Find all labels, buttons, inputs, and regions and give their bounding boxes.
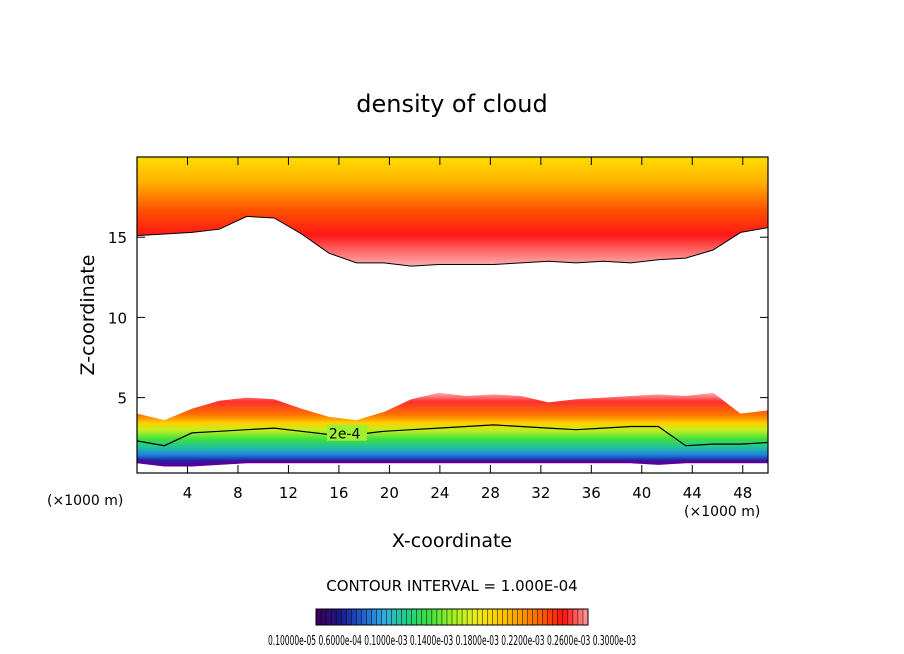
y-axis: 5 10 15 xyxy=(108,229,768,408)
colorbar-swatch xyxy=(321,609,327,625)
colorbar-swatch xyxy=(401,609,407,625)
colorbar-swatch xyxy=(351,609,357,625)
x-tick-label: 44 xyxy=(683,484,702,502)
colorbar-swatch xyxy=(557,609,564,625)
x-unit-right: (×1000 m) xyxy=(684,504,760,520)
y-tick-label: 15 xyxy=(108,229,127,247)
colorbar-swatch xyxy=(522,609,528,625)
colorbar-swatch xyxy=(416,609,423,625)
colorbar-swatch xyxy=(411,609,418,625)
upper-layer-boundary-contour xyxy=(137,215,768,267)
colorbar-swatch xyxy=(446,609,453,625)
colorbar-swatch xyxy=(472,609,478,625)
colorbar-swatch xyxy=(406,609,413,625)
colorbar-labels: 0.10000e-05 0.6000e-04 0.1000e-03 0.1400… xyxy=(268,634,636,649)
colorbar-swatch xyxy=(537,609,543,625)
y-tick-label: 5 xyxy=(117,390,127,408)
colorbar-swatch xyxy=(512,609,518,625)
plot-area: 2e-4 xyxy=(137,157,768,467)
colorbar-swatch xyxy=(426,609,433,625)
colorbar-swatch xyxy=(477,609,483,625)
colorbar-swatch xyxy=(396,609,402,625)
colorbar-swatch xyxy=(341,609,347,625)
colorbar-swatch xyxy=(336,609,342,625)
contour-interval: CONTOUR INTERVAL = 1.000E-04 xyxy=(326,577,577,595)
colorbar-swatch xyxy=(386,609,392,625)
colorbar-swatch xyxy=(562,609,569,625)
plot-frame xyxy=(136,156,769,474)
contour-label-bg xyxy=(326,424,367,441)
colorbar-swatch xyxy=(492,609,498,625)
colorbar-swatch xyxy=(356,609,362,625)
x-tick-label: 40 xyxy=(632,484,651,502)
colorbar-swatch xyxy=(582,609,589,625)
colorbar-swatch xyxy=(441,609,448,625)
colorbar-swatch xyxy=(421,609,428,625)
colorbar-swatch xyxy=(577,609,584,625)
x-unit-left: (×1000 m) xyxy=(47,493,123,509)
colorbar-frame xyxy=(315,608,589,626)
x-tick-label: 8 xyxy=(233,484,243,502)
colorbar-swatch xyxy=(532,609,538,625)
colorbar-swatch xyxy=(376,609,382,625)
colorbar-swatch xyxy=(542,609,549,625)
x-axis: 4 8 12 16 20 24 28 32 36 40 44 48 xyxy=(183,157,752,502)
colorbar-swatch xyxy=(457,609,463,625)
y-axis-label: Z-coordinate xyxy=(77,255,99,376)
x-tick-label: 12 xyxy=(279,484,298,502)
x-tick-label: 28 xyxy=(481,484,500,502)
colorbar-swatch xyxy=(452,609,458,625)
x-tick-label: 48 xyxy=(733,484,752,502)
x-tick-label: 16 xyxy=(329,484,348,502)
colorbar-swatch xyxy=(507,609,513,625)
colorbar-swatch xyxy=(527,609,533,625)
lower-cloud-layer xyxy=(137,392,768,465)
y-tick-label: 10 xyxy=(108,309,127,327)
x-tick-label: 20 xyxy=(380,484,399,502)
colorbar-swatch xyxy=(462,609,468,625)
colorbar-swatch xyxy=(567,609,574,625)
colorbar-swatch xyxy=(366,609,372,625)
colorbar-swatch xyxy=(517,609,523,625)
upper-cloud-layer xyxy=(137,157,768,267)
colorbar-swatch xyxy=(487,609,493,625)
colorbar-swatch xyxy=(326,609,332,625)
x-axis-label: X-coordinate xyxy=(392,530,512,552)
colorbar-swatch xyxy=(547,609,554,625)
colorbar-swatch xyxy=(381,609,387,625)
colorbar-swatch xyxy=(371,609,377,625)
chart-title: density of cloud xyxy=(356,90,547,118)
colorbar-swatch xyxy=(436,609,443,625)
colorbar-swatch xyxy=(497,609,503,625)
x-tick-label: 36 xyxy=(582,484,601,502)
colorbar-swatch xyxy=(552,609,559,625)
x-tick-label: 32 xyxy=(531,484,550,502)
contour-label: 2e-4 xyxy=(329,427,361,443)
colorbar-swatch xyxy=(502,609,508,625)
colorbar-swatch xyxy=(361,609,367,625)
colorbar-swatch xyxy=(482,609,488,625)
colorbar-swatch xyxy=(431,609,438,625)
colorbar-swatch xyxy=(467,609,473,625)
colorbar xyxy=(315,608,589,626)
colorbar-swatch xyxy=(572,609,579,625)
lower-layer-base xyxy=(137,460,768,467)
colorbar-swatch xyxy=(391,609,397,625)
contour-2e-4 xyxy=(137,424,768,447)
colorbar-swatch xyxy=(346,609,352,625)
x-tick-label: 24 xyxy=(430,484,449,502)
colorbar-swatch xyxy=(316,609,322,625)
x-tick-label: 4 xyxy=(183,484,193,502)
colorbar-swatch xyxy=(331,609,337,625)
